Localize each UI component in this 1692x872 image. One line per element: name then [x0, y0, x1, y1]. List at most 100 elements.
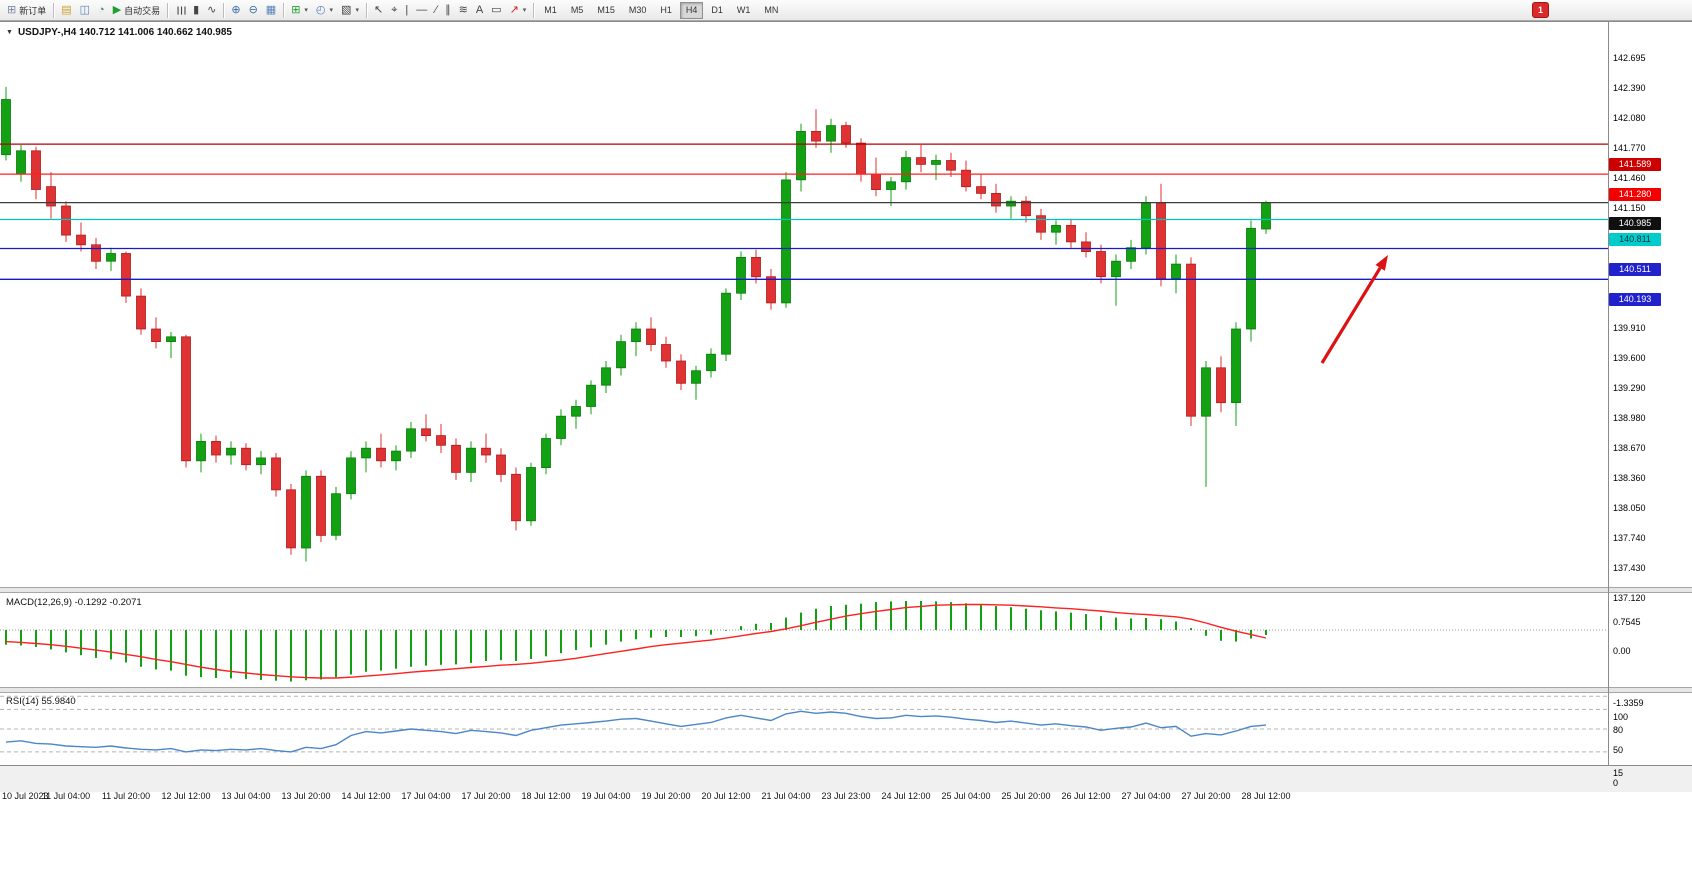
- timeframe-m15-button[interactable]: M15: [597, 5, 615, 15]
- time-axis-label: 26 Jul 12:00: [1061, 791, 1111, 801]
- timeframe-w1-button[interactable]: W1: [736, 5, 751, 15]
- time-axis[interactable]: [0, 765, 1692, 792]
- new-order-button[interactable]: ⊞ 新订单: [3, 1, 50, 20]
- candle: [1036, 215, 1046, 233]
- text-tool-button[interactable]: A: [472, 1, 487, 20]
- notification-badge[interactable]: 1: [1532, 2, 1549, 18]
- horizontal-line-tool-button[interactable]: —: [412, 1, 431, 20]
- price-line-label[interactable]: 140.511: [1609, 262, 1661, 276]
- macd-axis-label: -1.3359: [1613, 697, 1644, 708]
- candle: [766, 276, 776, 304]
- time-axis-label: 24 Jul 12:00: [881, 791, 931, 801]
- arrows-tool-button[interactable]: ↗ ▾: [506, 1, 531, 20]
- candlestick-chart-icon: ▮: [193, 3, 200, 16]
- candlestick-chart-button[interactable]: ▮: [189, 1, 203, 20]
- candle: [661, 344, 671, 362]
- candle: [1081, 241, 1091, 252]
- line-chart-button[interactable]: ∿: [203, 1, 220, 20]
- main-toolbar: ⊞ 新订单 ▤ ◫ ◔ ▶ 自动交易 ☰ ▮ ∿ ⊕ ⊖ ▦ ⊞ ▾ ◴ ▾ ▧…: [0, 0, 1692, 21]
- refresh-button[interactable]: ◔: [94, 1, 109, 20]
- navigator-button[interactable]: ◫: [76, 1, 94, 20]
- price-line-label[interactable]: 141.589: [1609, 158, 1661, 172]
- template-button[interactable]: ▧ ▾: [337, 1, 363, 20]
- chart-canvas: [0, 86, 1608, 753]
- trendline-tool-button[interactable]: ∕: [431, 1, 441, 20]
- timeframe-m5-button[interactable]: M5: [570, 5, 584, 15]
- chart-menu-icon[interactable]: ▼: [6, 29, 13, 36]
- candle: [466, 447, 476, 473]
- timeframe-h4-button[interactable]: H4: [679, 1, 704, 19]
- candle: [706, 353, 716, 372]
- price-tick-label: 141.770: [1613, 142, 1646, 153]
- arrows-icon: ↗: [509, 3, 519, 16]
- zoom-in-button[interactable]: ⊕: [227, 1, 244, 20]
- price-line-label[interactable]: 141.280: [1609, 188, 1661, 202]
- candle: [406, 428, 416, 452]
- candle: [1216, 367, 1226, 404]
- new-chart-button[interactable]: ⊞ ▾: [287, 1, 312, 20]
- price-axis-divider: [1608, 22, 1609, 789]
- candle: [346, 457, 356, 495]
- candle: [976, 186, 986, 194]
- candle: [991, 192, 1001, 207]
- new-order-icon: ⊞: [7, 3, 17, 16]
- pane-splitter-macd[interactable]: [0, 587, 1692, 593]
- candle: [556, 415, 566, 439]
- crosshair-tool-button[interactable]: ⌖: [387, 1, 401, 20]
- label-tool-button[interactable]: ▭: [487, 1, 505, 20]
- price-line-label[interactable]: 140.193: [1609, 293, 1661, 307]
- candle: [601, 367, 611, 386]
- price-line-label[interactable]: 140.811: [1609, 233, 1661, 247]
- timeframe-m1-button[interactable]: M1: [544, 5, 557, 15]
- fibonacci-tool-button[interactable]: ≋: [455, 1, 472, 20]
- chart-window-button[interactable]: ▤: [57, 1, 75, 20]
- zoom-out-button[interactable]: ⊖: [245, 1, 262, 20]
- toolbar-separator: [283, 2, 285, 18]
- timeframe-m30-button[interactable]: M30: [628, 5, 647, 15]
- chart-window-icon: ▤: [61, 3, 72, 16]
- timeframe-mn-button[interactable]: MN: [764, 5, 779, 15]
- candle: [676, 360, 686, 384]
- zoom-in-icon: ⊕: [231, 3, 241, 16]
- candle: [91, 244, 101, 262]
- candle: [496, 454, 506, 475]
- chart-title: USDJPY-,H4 140.712 141.006 140.662 140.9…: [17, 27, 232, 38]
- candle: [1141, 202, 1151, 249]
- time-axis-label: 17 Jul 20:00: [461, 791, 511, 801]
- timeframe-d1-button[interactable]: D1: [711, 5, 723, 15]
- time-axis-label: 14 Jul 12:00: [341, 791, 391, 801]
- price-tick-label: 142.390: [1613, 82, 1646, 93]
- new-chart-icon: ⊞: [291, 3, 301, 16]
- chart-area[interactable]: ▼ USDJPY-,H4 140.712 141.006 140.662 140…: [0, 21, 1692, 851]
- vertical-line-tool-button[interactable]: |: [401, 1, 412, 20]
- bar-chart-button[interactable]: ☰: [171, 1, 189, 20]
- candle: [301, 475, 311, 549]
- time-axis-label: 19 Jul 20:00: [641, 791, 691, 801]
- template-icon: ▧: [341, 3, 352, 16]
- chevron-down-icon: ▾: [355, 7, 359, 14]
- auto-trading-button[interactable]: ▶ 自动交易: [109, 1, 164, 20]
- price-tick-label: 142.695: [1613, 53, 1646, 63]
- candle: [1, 99, 11, 156]
- channel-tool-button[interactable]: ∥: [441, 1, 455, 20]
- rsi-axis-label: 100: [1613, 712, 1629, 723]
- time-axis-label: 25 Jul 04:00: [941, 791, 991, 801]
- clock-icon: ◴: [315, 3, 326, 16]
- candle: [826, 125, 836, 142]
- candle: [16, 150, 26, 175]
- tile-windows-button[interactable]: ▦: [262, 1, 280, 20]
- toolbar-separator: [533, 2, 535, 18]
- candle: [916, 157, 926, 165]
- candle: [871, 173, 881, 191]
- price-tick-label: 137.430: [1613, 562, 1646, 573]
- candle: [721, 292, 731, 355]
- time-axis-label: 10 Jul 2023: [2, 791, 49, 801]
- pane-splitter-rsi[interactable]: [0, 687, 1692, 693]
- price-tick-label: 138.980: [1613, 412, 1646, 423]
- time-axis-label: 18 Jul 12:00: [521, 791, 571, 801]
- cursor-tool-button[interactable]: ↖: [370, 1, 387, 20]
- price-tick-label: 137.740: [1613, 532, 1646, 543]
- timeframe-h1-button[interactable]: H1: [660, 5, 672, 15]
- periodicity-button[interactable]: ◴ ▾: [312, 1, 337, 20]
- price-line-label[interactable]: 140.985: [1609, 216, 1661, 230]
